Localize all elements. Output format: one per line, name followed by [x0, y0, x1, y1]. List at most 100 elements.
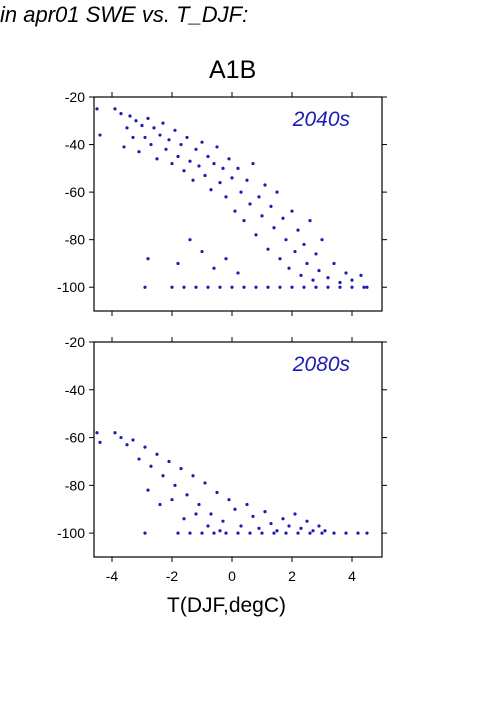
panel-2-xtick-label: -2	[166, 568, 179, 584]
panel-1-ytick-label: -60	[65, 184, 85, 200]
panel-2-data-point	[251, 514, 255, 518]
panel-1-ytick-label: -40	[65, 137, 85, 153]
panel-1-data-point	[308, 219, 312, 223]
panel-2-ytick-label: -40	[65, 382, 85, 398]
panel-1-data-point	[359, 273, 363, 277]
panel-1-data-point	[143, 135, 147, 140]
panel-1-data-point	[365, 285, 369, 289]
panel-2-data-point	[287, 524, 291, 528]
panel-1-data-point	[227, 157, 231, 161]
panel-2-data-point	[248, 531, 252, 535]
panel-1-data-point	[317, 268, 321, 273]
panel-2-data-point	[167, 459, 171, 464]
panel-1-data-point	[278, 285, 282, 289]
panel-2-data-point	[227, 498, 231, 502]
panel-2-data-point	[215, 490, 219, 495]
panel-1-data-point	[260, 214, 264, 218]
panel-1-data-point	[254, 285, 258, 289]
panel-2-data-point	[263, 510, 267, 514]
panel-2-data-point	[293, 512, 297, 516]
panel-2-data-point	[206, 524, 210, 528]
panel-2-data-point	[197, 502, 201, 507]
panel-2-data-point	[170, 498, 174, 502]
panel-1-ytick-label: -100	[57, 279, 85, 295]
panel-1-data-point	[182, 169, 186, 173]
panel-2-data-point	[209, 512, 213, 516]
panel-1-data-point	[155, 157, 159, 161]
panel-2-data-point	[236, 531, 240, 535]
panel-1-data-point	[350, 278, 354, 282]
panel-1-data-point	[152, 126, 156, 130]
panel-2-xtick-label: 2	[288, 568, 296, 584]
panel-2-data-point	[218, 529, 222, 533]
panel-2-data-point	[179, 467, 183, 471]
panel-2-data-point	[143, 445, 147, 449]
panel-2-data-point	[146, 488, 150, 492]
panel-2-data-point	[239, 524, 243, 528]
panel-2-data-point	[311, 529, 315, 533]
panel-2-data-point	[161, 474, 165, 478]
panel-1-data-point	[344, 271, 348, 275]
panel-2-data-point	[182, 517, 186, 521]
panel-1-data-point	[332, 261, 336, 266]
panel-1-data-point	[266, 285, 270, 289]
panel-2-data-point	[356, 531, 360, 535]
panel-1-data-point	[287, 266, 291, 270]
panel-2-data-point	[245, 502, 249, 507]
panel-1-data-point	[242, 285, 246, 289]
panel-1-data-point	[140, 123, 144, 128]
panel-1-data-point	[314, 285, 318, 289]
panel-2-data-point	[155, 452, 159, 456]
panel-1-data-point	[200, 249, 204, 254]
panel-1-data-point	[251, 161, 255, 166]
panel-1-data-point	[230, 176, 234, 180]
panel-2-ytick-label: -100	[57, 525, 85, 541]
panel-1-data-point	[302, 285, 306, 289]
panel-1-data-point	[275, 190, 279, 194]
panel-1-data-point	[299, 273, 303, 277]
panel-1-data-point	[95, 107, 99, 111]
panel-2-data-point	[203, 481, 207, 485]
panel-2-data-point	[320, 531, 324, 535]
panel-1-data-point	[293, 249, 297, 254]
panel-2-data-point	[113, 431, 117, 435]
panel-2-data-point	[173, 483, 177, 487]
panel-1-data-point	[224, 257, 228, 261]
panel-2-data-point	[272, 531, 276, 535]
panel-2-data-point	[269, 521, 273, 526]
panel-1-data-point	[200, 140, 204, 144]
panel-1-data-point	[314, 252, 318, 256]
panel-2-data-point	[212, 531, 216, 535]
panel-2-data-point	[275, 529, 279, 533]
panel-1-period-label: 2040s	[292, 108, 351, 131]
panel-1-data-point	[188, 238, 192, 242]
panel-2-data-point	[149, 464, 153, 468]
panel-1-data-point	[281, 216, 285, 220]
panel-1-data-point	[290, 209, 294, 213]
panel-1-data-point	[212, 161, 216, 166]
panel-1-data-point	[302, 242, 306, 247]
panel-2-data-point	[143, 531, 147, 535]
panel-1-data-point	[221, 166, 225, 170]
panel-1-data-point	[362, 285, 366, 289]
panel-1-data-point	[206, 285, 210, 289]
panel-2-data-point	[296, 531, 300, 535]
panel-1-data-point	[113, 107, 117, 111]
panel-1-data-point	[167, 138, 171, 142]
panel-2-data-point	[344, 531, 348, 535]
panel-2-data-point	[257, 526, 261, 530]
panel-1-data-point	[164, 147, 168, 151]
figure-title: in apr01 SWE vs. T_DJF:	[0, 2, 249, 27]
panel-1-data-point	[119, 112, 123, 116]
panel-2-xtick-label: 0	[228, 568, 236, 584]
panel-1-data-point	[161, 121, 165, 125]
panel-2-data-point	[224, 531, 228, 535]
panel-1-data-point	[269, 204, 273, 208]
panel-2-xtick-label: 4	[348, 568, 356, 584]
panel-1-data-point	[338, 285, 342, 289]
panel-1-data-point	[242, 219, 246, 223]
panel-2-ytick-label: -80	[65, 477, 85, 493]
panel-1-data-point	[146, 257, 150, 261]
panel-2-data-point	[194, 512, 198, 516]
